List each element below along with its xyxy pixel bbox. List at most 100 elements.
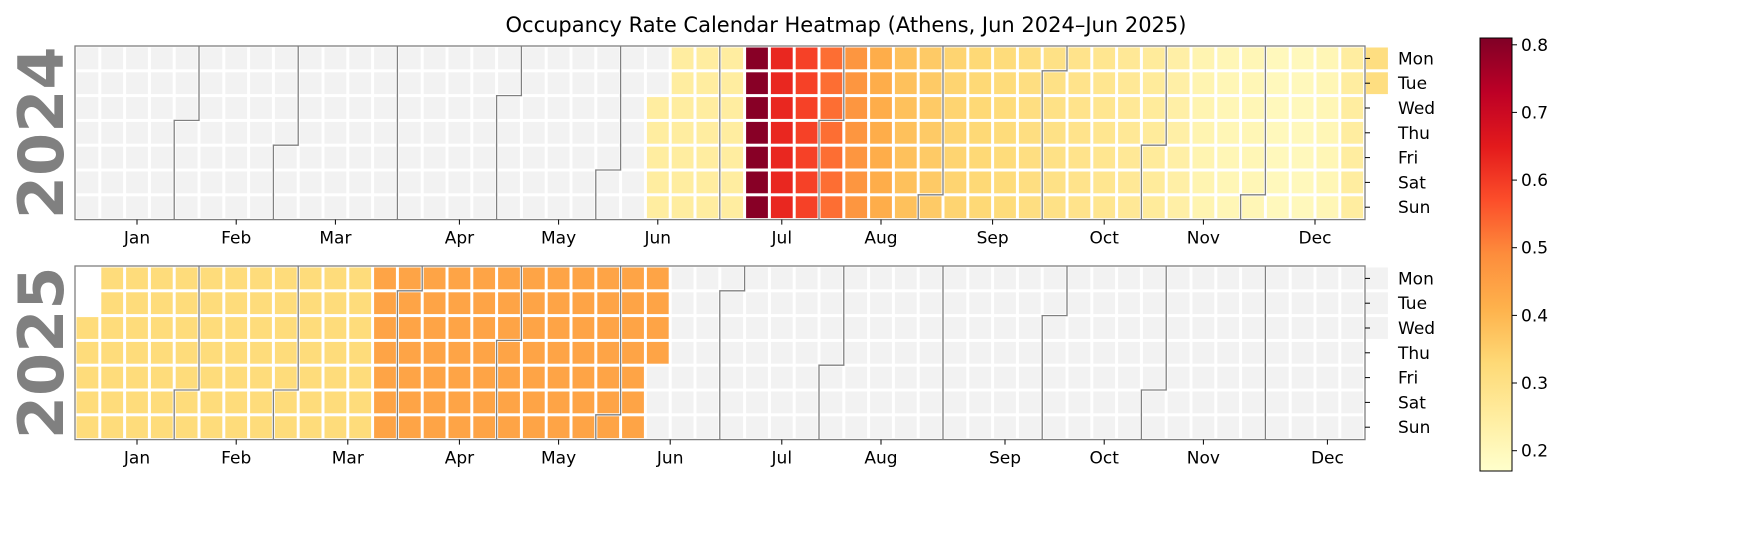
day-cell xyxy=(374,366,396,389)
day-cell xyxy=(175,267,198,290)
colorbar-tick-label: 0.2 xyxy=(1521,442,1548,462)
day-cell xyxy=(870,47,892,70)
day-cell xyxy=(572,292,595,315)
day-cell xyxy=(76,317,99,339)
day-cell xyxy=(324,47,347,70)
day-cell xyxy=(1043,72,1066,95)
day-cell xyxy=(448,47,471,70)
day-cell xyxy=(820,72,843,95)
day-cell xyxy=(448,97,471,119)
day-cell xyxy=(1018,416,1041,439)
day-cell xyxy=(1316,196,1339,219)
day-cell xyxy=(349,97,372,119)
day-cell xyxy=(1217,146,1240,169)
day-cell xyxy=(1043,317,1066,339)
day-cell xyxy=(1018,366,1041,389)
day-cell xyxy=(1341,146,1364,169)
month-label: Jan xyxy=(123,229,150,249)
day-cell xyxy=(1093,72,1116,95)
day-cell xyxy=(795,47,818,70)
day-cell xyxy=(1242,267,1264,290)
day-cell xyxy=(994,72,1016,95)
day-cell xyxy=(646,391,669,414)
day-cell xyxy=(374,146,396,169)
heatmap-panels: Jan Feb Mar Apr May Jun Jul Aug Sep Oct Nov Dec Mon T… xyxy=(5,45,1435,469)
day-cell xyxy=(250,267,272,290)
day-cell xyxy=(250,366,272,389)
day-cell xyxy=(746,146,768,169)
day-cell xyxy=(76,97,99,119)
day-cell xyxy=(845,341,868,364)
day-cell xyxy=(696,341,719,364)
weekday-label: Sat xyxy=(1398,173,1426,193)
day-cell xyxy=(1018,146,1041,169)
day-cell xyxy=(646,292,669,315)
day-cell xyxy=(1266,121,1289,144)
day-cell xyxy=(994,366,1016,389)
day-cell xyxy=(1192,292,1215,315)
day-cell xyxy=(1217,196,1240,219)
day-cell xyxy=(1142,292,1165,315)
month-boundary xyxy=(272,266,299,440)
day-cell xyxy=(1266,97,1289,119)
day-cell xyxy=(572,341,595,364)
day-cell xyxy=(374,391,396,414)
day-cell xyxy=(175,366,198,389)
day-cell xyxy=(820,416,843,439)
day-cell xyxy=(1068,171,1091,194)
day-cell xyxy=(76,171,99,194)
day-cell xyxy=(944,317,967,339)
day-cell xyxy=(622,146,644,169)
day-cell xyxy=(721,366,744,389)
month-label: Apr xyxy=(445,449,474,469)
day-cell xyxy=(1167,317,1190,339)
day-cell xyxy=(250,196,272,219)
day-cell xyxy=(894,267,917,290)
day-cell xyxy=(671,416,694,439)
day-cell xyxy=(1118,341,1140,364)
day-cell xyxy=(1341,391,1364,414)
day-cell xyxy=(1167,341,1190,364)
day-cell xyxy=(944,292,967,315)
day-cell xyxy=(597,366,620,389)
day-cell xyxy=(1068,391,1091,414)
day-cell xyxy=(1341,97,1364,119)
day-cell xyxy=(547,171,570,194)
day-cell xyxy=(374,47,396,70)
day-cell xyxy=(746,416,768,439)
day-cell xyxy=(1192,72,1215,95)
day-cell xyxy=(770,121,793,144)
day-cell xyxy=(374,267,396,290)
day-cell xyxy=(473,97,496,119)
day-cell xyxy=(746,391,768,414)
day-cell xyxy=(522,317,545,339)
day-cell xyxy=(1018,391,1041,414)
day-cell xyxy=(398,47,421,70)
day-cell xyxy=(522,391,545,414)
day-cell xyxy=(1192,97,1215,119)
day-cell xyxy=(274,267,297,290)
day-cell xyxy=(1242,97,1264,119)
day-cell xyxy=(795,146,818,169)
day-cell xyxy=(374,72,396,95)
day-cell xyxy=(820,97,843,119)
day-cell xyxy=(349,366,372,389)
day-cell xyxy=(919,317,942,339)
day-cell xyxy=(1093,47,1116,70)
day-cell xyxy=(423,416,446,439)
day-cell xyxy=(522,97,545,119)
day-cells xyxy=(76,47,1388,219)
day-cell xyxy=(845,72,868,95)
day-cell xyxy=(423,97,446,119)
day-cell xyxy=(845,196,868,219)
day-cell xyxy=(969,171,992,194)
month-boundary xyxy=(173,46,200,220)
day-cell xyxy=(919,292,942,315)
day-cell xyxy=(969,292,992,315)
day-cell xyxy=(622,97,644,119)
day-cell xyxy=(944,47,967,70)
day-cell xyxy=(894,292,917,315)
day-cell xyxy=(1068,121,1091,144)
day-cell xyxy=(1167,196,1190,219)
day-cell xyxy=(870,97,892,119)
